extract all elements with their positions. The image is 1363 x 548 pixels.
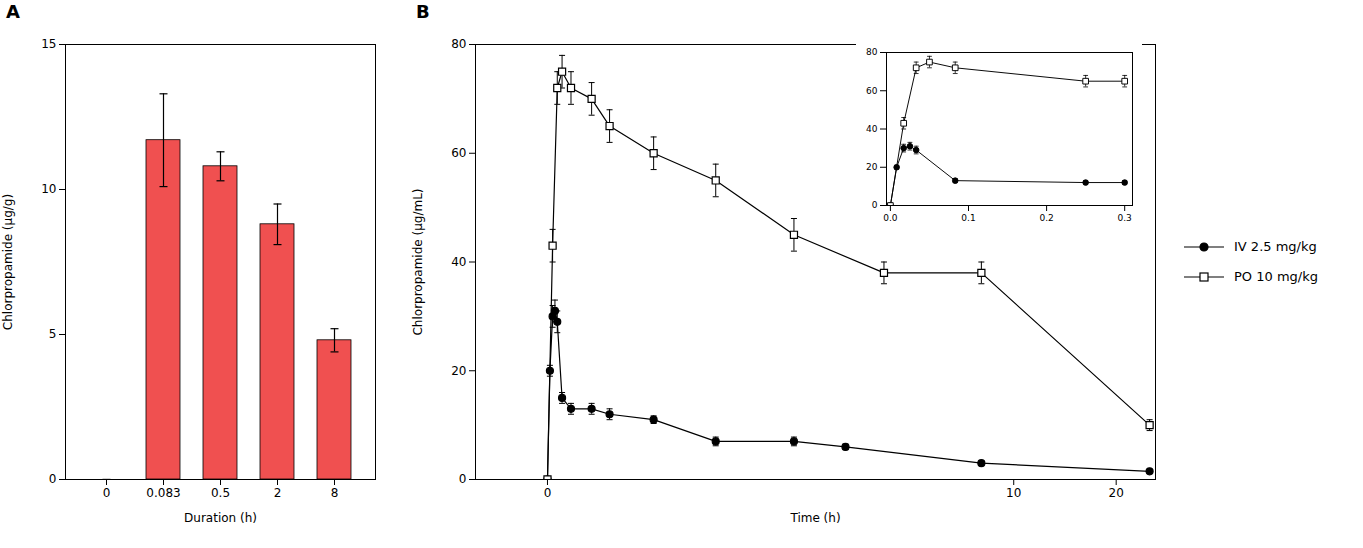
svg-text:80: 80 xyxy=(451,37,466,51)
html-text:A: A xyxy=(6,1,20,22)
svg-text:0.2: 0.2 xyxy=(1039,213,1053,223)
svg-text:0.3: 0.3 xyxy=(1118,213,1132,223)
svg-text:40: 40 xyxy=(451,255,466,269)
svg-text:60: 60 xyxy=(451,146,466,160)
svg-text:0: 0 xyxy=(103,486,111,500)
svg-text:5: 5 xyxy=(49,327,57,341)
svg-text:80: 80 xyxy=(866,47,878,57)
html-text:PO 10 mg/kg: PO 10 mg/kg xyxy=(1234,269,1318,284)
svg-text:0: 0 xyxy=(49,472,57,486)
svg-text:10: 10 xyxy=(1006,486,1021,500)
html-text:B: B xyxy=(416,1,430,22)
svg-text:2: 2 xyxy=(274,486,282,500)
svg-text:Chlorpropamide (μg/g): Chlorpropamide (μg/g) xyxy=(1,194,15,330)
svg-text:40: 40 xyxy=(866,124,878,134)
svg-text:8: 8 xyxy=(331,486,339,500)
svg-text:15: 15 xyxy=(41,37,56,51)
svg-text:Time (h): Time (h) xyxy=(789,511,840,525)
svg-text:20: 20 xyxy=(1109,486,1124,500)
svg-text:0: 0 xyxy=(459,472,467,486)
svg-text:0.083: 0.083 xyxy=(146,486,180,500)
svg-text:0.0: 0.0 xyxy=(883,213,898,223)
svg-text:60: 60 xyxy=(866,86,878,96)
svg-text:10: 10 xyxy=(41,182,56,196)
svg-text:Duration (h): Duration (h) xyxy=(184,511,257,525)
html-text:IV 2.5 mg/kg: IV 2.5 mg/kg xyxy=(1234,239,1317,254)
svg-text:0: 0 xyxy=(872,200,878,210)
svg-text:0: 0 xyxy=(544,486,552,500)
svg-text:20: 20 xyxy=(866,162,878,172)
svg-text:0.5: 0.5 xyxy=(211,486,230,500)
svg-text:20: 20 xyxy=(451,364,466,378)
svg-text:0.1: 0.1 xyxy=(961,213,975,223)
svg-text:Chlorpropamide (μg/mL): Chlorpropamide (μg/mL) xyxy=(411,188,425,335)
